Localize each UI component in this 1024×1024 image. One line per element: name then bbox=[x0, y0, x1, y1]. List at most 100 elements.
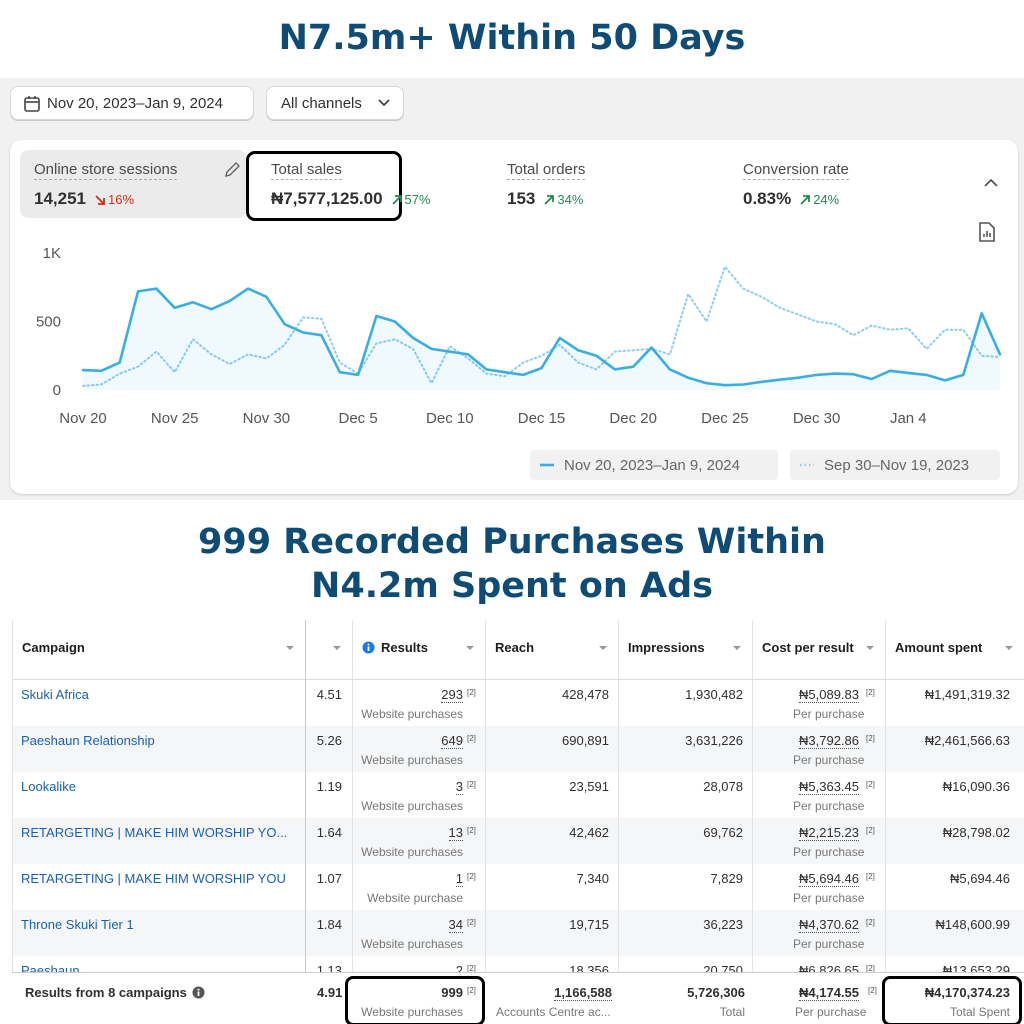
amount-spent: ₦28,798.02 bbox=[942, 825, 1010, 840]
date-range-button[interactable]: Nov 20, 2023–Jan 9, 2024 bbox=[10, 86, 254, 120]
metric-change: 16% bbox=[108, 192, 135, 207]
cost-sub: Per purchase bbox=[793, 753, 865, 767]
cost-per-result: ₦2,215.23 bbox=[799, 825, 859, 841]
reach: 23,591 bbox=[569, 779, 609, 794]
caret bbox=[333, 646, 341, 650]
score: 4.51 bbox=[316, 687, 342, 702]
x-tick-label: Dec 5 bbox=[339, 410, 378, 427]
sort-caret bbox=[1005, 646, 1013, 650]
arrow-path bbox=[391, 195, 402, 205]
legend-item: Sep 30–Nov 19, 2023 bbox=[790, 450, 1000, 480]
series-line bbox=[82, 265, 1001, 387]
campaign-name: RETARGETING | MAKE HIM WORSHIP YO... bbox=[21, 825, 288, 840]
cost-per-result: ₦5,363.45 bbox=[799, 779, 859, 795]
metric-change: 24% bbox=[813, 192, 840, 207]
ref-marker: [2] bbox=[866, 964, 875, 973]
legend-label: Nov 20, 2023–Jan 9, 2024 bbox=[564, 457, 740, 474]
campaign-name: Skuki Africa bbox=[21, 687, 89, 702]
cost-per-result: ₦5,694.46 bbox=[799, 871, 859, 887]
footer-impressions: 5,726,306 bbox=[687, 985, 745, 1000]
ref-marker: [2] bbox=[467, 688, 476, 697]
impressions: 7,829 bbox=[710, 871, 743, 886]
cost-per-result: ₦4,370.62 bbox=[799, 917, 859, 933]
info-stem bbox=[197, 991, 200, 996]
legend-label: Sep 30–Nov 19, 2023 bbox=[824, 457, 969, 474]
trend-arrow bbox=[95, 195, 105, 205]
impressions: 69,762 bbox=[703, 825, 743, 840]
results-sub: Website purchases bbox=[361, 753, 463, 767]
metric-label: Total sales bbox=[271, 161, 342, 180]
x-tick-label: Nov 20 bbox=[59, 410, 107, 427]
info-icon bbox=[192, 986, 205, 999]
ref-marker: [2] bbox=[866, 872, 875, 881]
cost-per-result: ₦3,792.86 bbox=[799, 733, 859, 749]
results-sub: Website purchases bbox=[361, 707, 463, 721]
row-bg bbox=[12, 910, 1024, 956]
amount-spent: ₦16,090.36 bbox=[942, 779, 1010, 794]
results-sub: Website purchase bbox=[367, 891, 463, 905]
reach: 428,478 bbox=[562, 687, 609, 702]
results-sub: Website purchases bbox=[361, 937, 463, 951]
report-icon[interactable] bbox=[977, 221, 997, 243]
results: 34 bbox=[448, 917, 463, 933]
caret bbox=[733, 646, 741, 650]
caret bbox=[286, 646, 294, 650]
column-header: Cost per result bbox=[762, 640, 854, 655]
edit-icon[interactable] bbox=[222, 160, 242, 180]
sales-chart: 0 500 1K Nov 20 Nov 25 Nov 30 Dec 5 Dec 10 Dec 1… bbox=[36, 245, 1002, 480]
ref-marker: [2] bbox=[467, 964, 476, 973]
caret bbox=[466, 646, 474, 650]
info-stem bbox=[367, 646, 370, 651]
campaign-name: RETARGETING | MAKE HIM WORSHIP YOU bbox=[21, 871, 286, 886]
ref-marker: [2] bbox=[866, 918, 875, 927]
campaign-name: Paeshaun Relationship bbox=[21, 733, 155, 748]
x-tick-label: Dec 30 bbox=[793, 410, 841, 427]
amount-spent: ₦2,461,566.63 bbox=[924, 733, 1010, 748]
metric-value: 153 bbox=[507, 189, 536, 208]
column-divider bbox=[618, 620, 619, 1024]
trend-arrow bbox=[800, 195, 811, 205]
score: 5.26 bbox=[316, 733, 342, 748]
channels-button[interactable]: All channels bbox=[266, 86, 404, 120]
y-tick-label: 1K bbox=[43, 245, 61, 262]
footer-spent-sub: Total Spent bbox=[949, 1005, 1010, 1019]
collapse-icon[interactable] bbox=[982, 176, 1000, 190]
results: 1 bbox=[455, 871, 463, 887]
calendar-icon bbox=[24, 96, 40, 112]
highlight-box bbox=[345, 976, 485, 1024]
sort-caret bbox=[733, 646, 741, 650]
footer-results-sub: Website purchases bbox=[361, 1005, 463, 1019]
footer-impressions-sub: Total bbox=[719, 1005, 745, 1019]
headline-2: 999 Recorded Purchases Within N4.2m Spen… bbox=[0, 520, 1024, 608]
score: 1.19 bbox=[316, 779, 342, 794]
metric-label: Total orders bbox=[507, 161, 586, 180]
amount-spent: ₦148,600.99 bbox=[935, 917, 1010, 932]
ref-marker: [2] bbox=[866, 826, 875, 835]
table-footer: Results from 8 campaigns 4.91 999 [2] Websit… bbox=[12, 972, 1024, 1024]
column-header: Impressions bbox=[628, 640, 705, 655]
highlight-box bbox=[246, 151, 402, 221]
footer-reach: 1,166,588 bbox=[554, 985, 612, 1001]
headline: N7.5m+ Within 50 Days bbox=[278, 18, 746, 58]
reach: 19,715 bbox=[569, 917, 609, 932]
footer-cost: ₦4,174.55 bbox=[799, 985, 859, 1001]
column-divider bbox=[752, 620, 753, 1024]
amount-spent: ₦5,694.46 bbox=[950, 871, 1010, 886]
score: 1.84 bbox=[316, 917, 342, 932]
score: 1.64 bbox=[316, 825, 342, 840]
row-bg bbox=[12, 818, 1024, 864]
footer-cost-sub: Per purchase bbox=[795, 1005, 867, 1019]
results-sub: Website purchases bbox=[361, 845, 463, 859]
metric-value: 14,251 bbox=[34, 189, 86, 208]
x-tick-label: Nov 25 bbox=[151, 410, 199, 427]
y-tick-label: 0 bbox=[53, 382, 61, 399]
legend-bg bbox=[790, 450, 1000, 480]
ref-marker: [2] bbox=[868, 986, 877, 995]
y-tick-label: 500 bbox=[36, 314, 61, 331]
column-divider bbox=[885, 620, 886, 1024]
x-tick-label: Dec 25 bbox=[701, 410, 749, 427]
arrow-path bbox=[95, 195, 105, 205]
metric-label: Online store sessions bbox=[34, 161, 178, 180]
date-range-text: Nov 20, 2023–Jan 9, 2024 bbox=[47, 95, 223, 112]
